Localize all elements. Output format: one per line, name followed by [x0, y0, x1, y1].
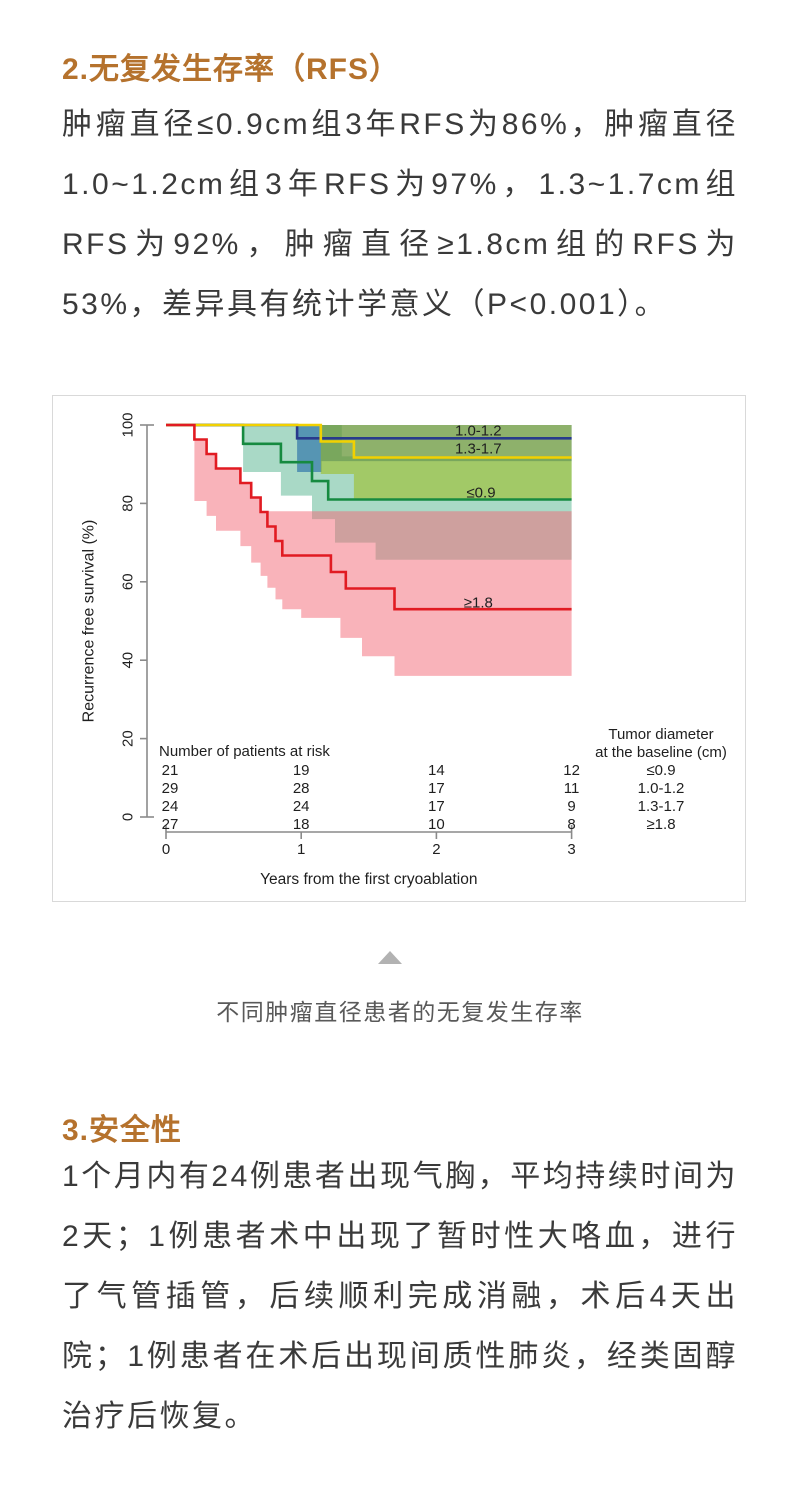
risk-count: 24 — [162, 798, 179, 815]
y-tick-label: 100 — [120, 412, 137, 437]
x-axis — [165, 825, 573, 839]
figure-caption: 不同肿瘤直径患者的无复发生存率 — [216, 999, 584, 1025]
legend-group-label: ≤0.9 — [646, 762, 675, 779]
collapse-triangle-up-icon[interactable] — [378, 951, 402, 964]
risk-table-title: Number of patients at risk — [159, 743, 330, 760]
x-tick-label: 2 — [432, 841, 440, 858]
x-tick-label: 1 — [297, 841, 305, 858]
legend-group-label: 1.0-1.2 — [638, 780, 685, 797]
curve-label: 1.0-1.2 — [455, 422, 502, 439]
legend-title-line: Tumor diameter — [608, 726, 713, 743]
y-tick-label: 0 — [120, 813, 137, 821]
risk-count: 18 — [293, 816, 310, 833]
section-heading-rfs: 2.无复发生存率（RFS） — [62, 53, 401, 86]
risk-count: 8 — [567, 816, 575, 833]
y-tick-label: 20 — [120, 730, 137, 747]
curve-label: 1.3-1.7 — [455, 440, 502, 457]
ci-band — [194, 439, 572, 676]
y-tick-label: 60 — [120, 573, 137, 590]
risk-count: 29 — [162, 780, 179, 797]
risk-count: 17 — [428, 780, 445, 797]
y-tick-label: 80 — [120, 495, 137, 512]
curve-label: ≥1.8 — [464, 595, 493, 612]
section-heading-safety: 3.安全性 — [62, 1114, 183, 1147]
risk-count: 17 — [428, 798, 445, 815]
y-axis-title: Recurrence free survival (%) — [81, 520, 98, 723]
rfs-km-figure: 0 20 40 60 80 100 0 1 2 3 Recurrence free survival… — [52, 395, 746, 902]
km-curve — [166, 423, 572, 459]
risk-count: 12 — [563, 762, 580, 779]
risk-count: 10 — [428, 816, 445, 833]
risk-count: 24 — [293, 798, 310, 815]
km-curve — [166, 423, 572, 611]
paragraph-rfs: 肿瘤直径≤0.9cm组3年RFS为86%，肿瘤直径1.0~1.2cm组3年RFS… — [62, 108, 738, 321]
risk-count: 27 — [162, 816, 179, 833]
km-curve — [166, 423, 572, 501]
legend-group-label: ≥1.8 — [646, 816, 675, 833]
risk-count: 14 — [428, 762, 445, 779]
legend-title-line: at the baseline (cm) — [595, 744, 727, 761]
risk-count: 28 — [293, 780, 310, 797]
x-axis-title: Years from the first cryoablation — [260, 871, 477, 888]
x-tick-label: 3 — [567, 841, 575, 858]
legend-group-label: 1.3-1.7 — [638, 798, 685, 815]
risk-count: 9 — [567, 798, 575, 815]
ci-band — [320, 425, 572, 500]
paragraph-safety: 1个月内有24例患者出现气胸，平均持续时间为2天；1例患者术中出现了暂时性大咯血… — [62, 1160, 738, 1433]
y-tick-label: 40 — [120, 652, 137, 669]
x-tick-label: 0 — [162, 841, 170, 858]
risk-count: 11 — [564, 780, 580, 797]
y-axis — [140, 424, 154, 818]
risk-count: 21 — [162, 762, 179, 779]
curve-label: ≤0.9 — [466, 484, 495, 501]
risk-count: 19 — [293, 762, 310, 779]
